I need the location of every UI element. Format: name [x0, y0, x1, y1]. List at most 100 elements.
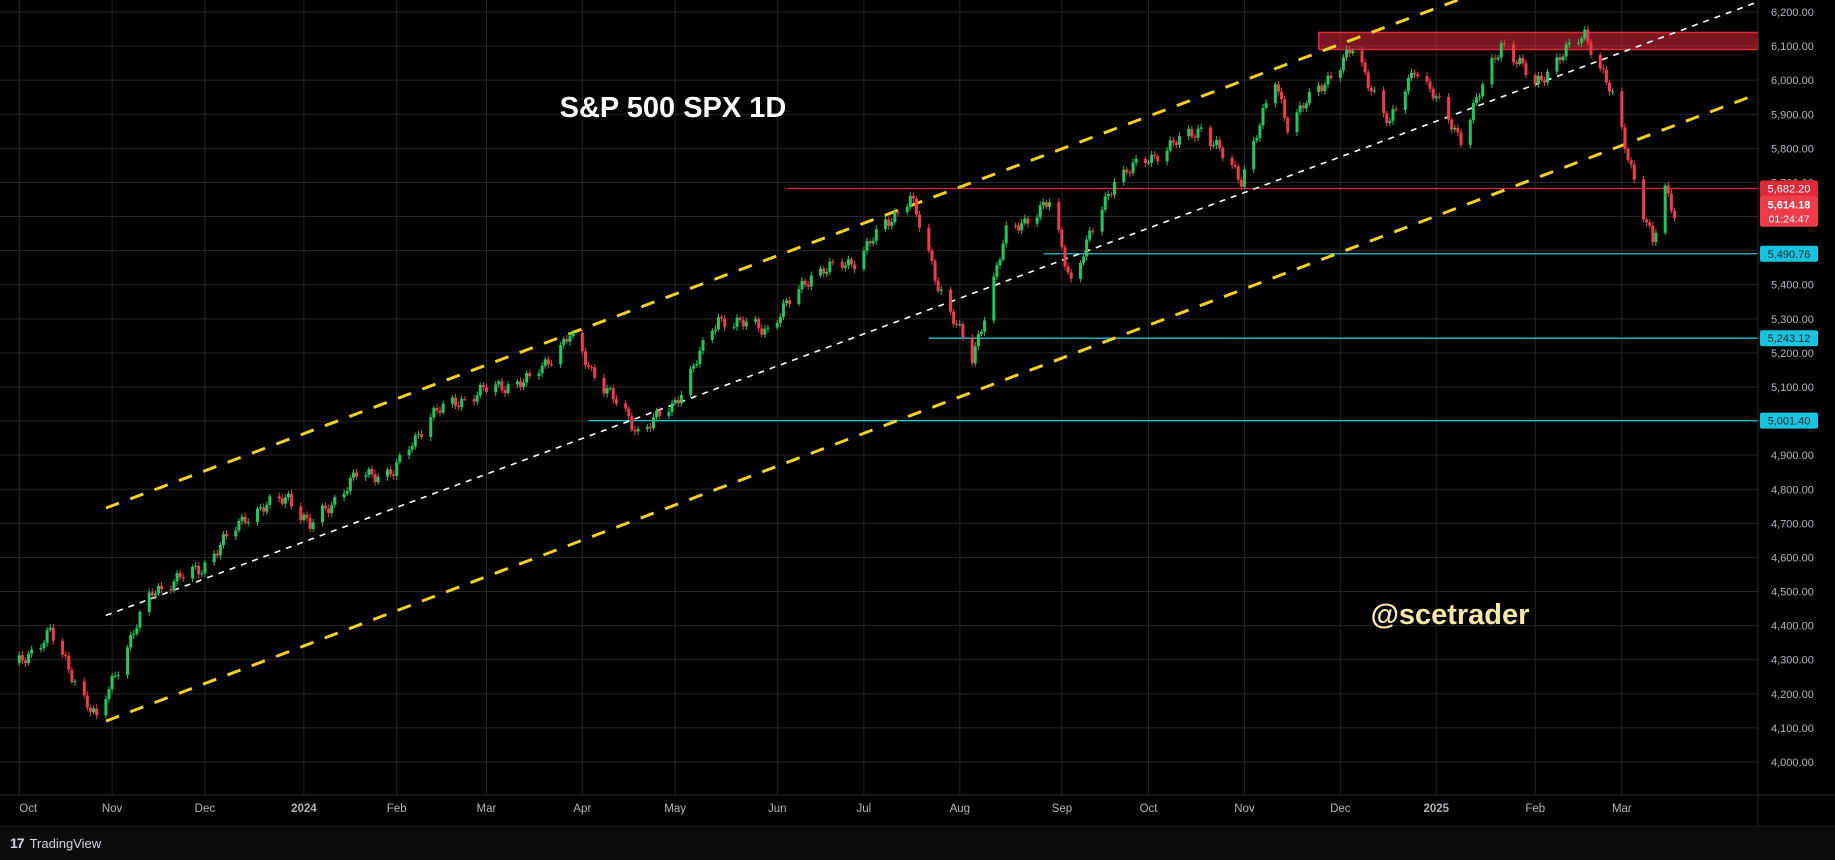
candle-body [481, 384, 485, 388]
candle-body [355, 472, 359, 477]
tradingview-logo[interactable]: 17 TradingView [10, 835, 101, 851]
candle-body [908, 195, 912, 207]
candle-body [1035, 217, 1039, 224]
candle-body [234, 530, 238, 537]
candle-body [200, 573, 204, 575]
candle-body [61, 640, 65, 655]
candle-body [1403, 91, 1407, 111]
candle-body [1109, 194, 1113, 196]
candle-body [819, 268, 823, 276]
candle-body [958, 324, 962, 326]
candle-body [949, 289, 953, 312]
candle-body [203, 562, 207, 574]
price-chart[interactable]: 4,000.00 4,100.00 4,200.00 4,300.00 4,400.00… [0, 0, 1835, 826]
candle-body [475, 395, 479, 402]
candle-body [1218, 140, 1222, 149]
candle-body [1323, 84, 1327, 92]
candle-body [1023, 218, 1027, 224]
candle-body [324, 505, 328, 509]
candle-body [1143, 158, 1147, 163]
candle-body [1329, 75, 1333, 78]
candle-body [1431, 88, 1435, 99]
author-watermark: @scetrader [1371, 599, 1530, 631]
candle-body [583, 351, 587, 366]
price-and-time-axes[interactable]: 4,000.00 4,100.00 4,200.00 4,300.00 4,400.00… [0, 0, 1835, 826]
candle-body [936, 280, 940, 291]
candle-body [395, 462, 399, 476]
candle-body [1128, 172, 1132, 174]
candle-body [1174, 142, 1178, 145]
level-badge-label: 5,682.20 [1768, 184, 1811, 196]
candle-body [843, 265, 847, 268]
candle-body [1341, 57, 1345, 71]
candle-body [884, 219, 888, 230]
candle-body [1385, 113, 1389, 124]
candle-body [825, 271, 829, 274]
candle-body [1208, 127, 1212, 146]
candle-body [1369, 88, 1373, 92]
candle-body [689, 368, 693, 395]
candle-body [70, 669, 74, 683]
time-tick-label: 2024 [291, 803, 317, 815]
candle-body [1481, 84, 1485, 97]
candle-body [172, 581, 176, 591]
candle-body [1645, 219, 1649, 223]
candle-body [1131, 162, 1135, 173]
candle-body [438, 410, 442, 413]
candle-body [995, 265, 999, 277]
candle-body [611, 388, 615, 400]
price-tick-label: 4,500.00 [1771, 587, 1814, 599]
level-badge [1760, 245, 1818, 262]
tradingview-mark-icon: 17 [10, 835, 25, 851]
current-price-badge [1760, 195, 1818, 227]
price-tick-label: 4,300.00 [1771, 655, 1814, 667]
candle-body [1382, 90, 1386, 114]
candle-body [1536, 75, 1540, 84]
candle-body [800, 280, 804, 290]
candle-body [1632, 164, 1636, 180]
candle-body [1428, 81, 1432, 89]
candle-body [716, 317, 720, 330]
candle-body [865, 241, 869, 251]
candle-body [191, 566, 195, 579]
candle-body [1607, 82, 1611, 92]
candle-body [178, 573, 182, 578]
price-tick-label: 4,600.00 [1771, 552, 1814, 564]
price-tick-label: 6,200.00 [1771, 7, 1814, 19]
candle-body [1283, 99, 1287, 119]
candle-body [1307, 92, 1311, 104]
candle-body [1425, 76, 1429, 82]
candle-body [692, 365, 696, 369]
candle-body [1017, 225, 1021, 231]
candle-body [1196, 128, 1200, 138]
time-tick-label: Aug [950, 803, 970, 815]
candle-body [1190, 128, 1194, 137]
candle-body [927, 227, 931, 251]
candle-body [215, 553, 219, 556]
candle-body [1666, 185, 1670, 194]
candle-body [652, 417, 656, 429]
candle-body [460, 398, 464, 408]
candle-body [138, 612, 142, 628]
candle-body [280, 498, 284, 504]
candle-body [364, 475, 368, 477]
level-badge [1760, 330, 1818, 347]
candle-body [1295, 112, 1299, 133]
candle-body [348, 477, 352, 492]
candle-body [1286, 118, 1290, 133]
candle-body [738, 317, 742, 321]
candle-body [27, 653, 31, 664]
chart-title: S&P 500 SPX 1D [560, 92, 787, 124]
candle-body [679, 394, 683, 404]
candle-body [992, 276, 996, 321]
candle-body [218, 545, 222, 556]
price-tick-label: 4,700.00 [1771, 518, 1814, 530]
candle-body [1363, 62, 1367, 73]
candle-body [1150, 154, 1154, 163]
candle-body [871, 240, 875, 244]
candle-body [1474, 97, 1478, 104]
candle-body [1447, 96, 1451, 120]
candle-body [1048, 202, 1052, 207]
candle-body [983, 320, 987, 332]
candle-body [1317, 85, 1321, 93]
